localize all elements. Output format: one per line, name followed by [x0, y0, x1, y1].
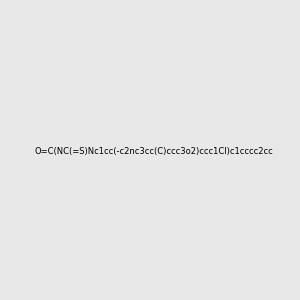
Text: O=C(NC(=S)Nc1cc(-c2nc3cc(C)ccc3o2)ccc1Cl)c1cccc2cc: O=C(NC(=S)Nc1cc(-c2nc3cc(C)ccc3o2)ccc1Cl…	[34, 147, 273, 156]
